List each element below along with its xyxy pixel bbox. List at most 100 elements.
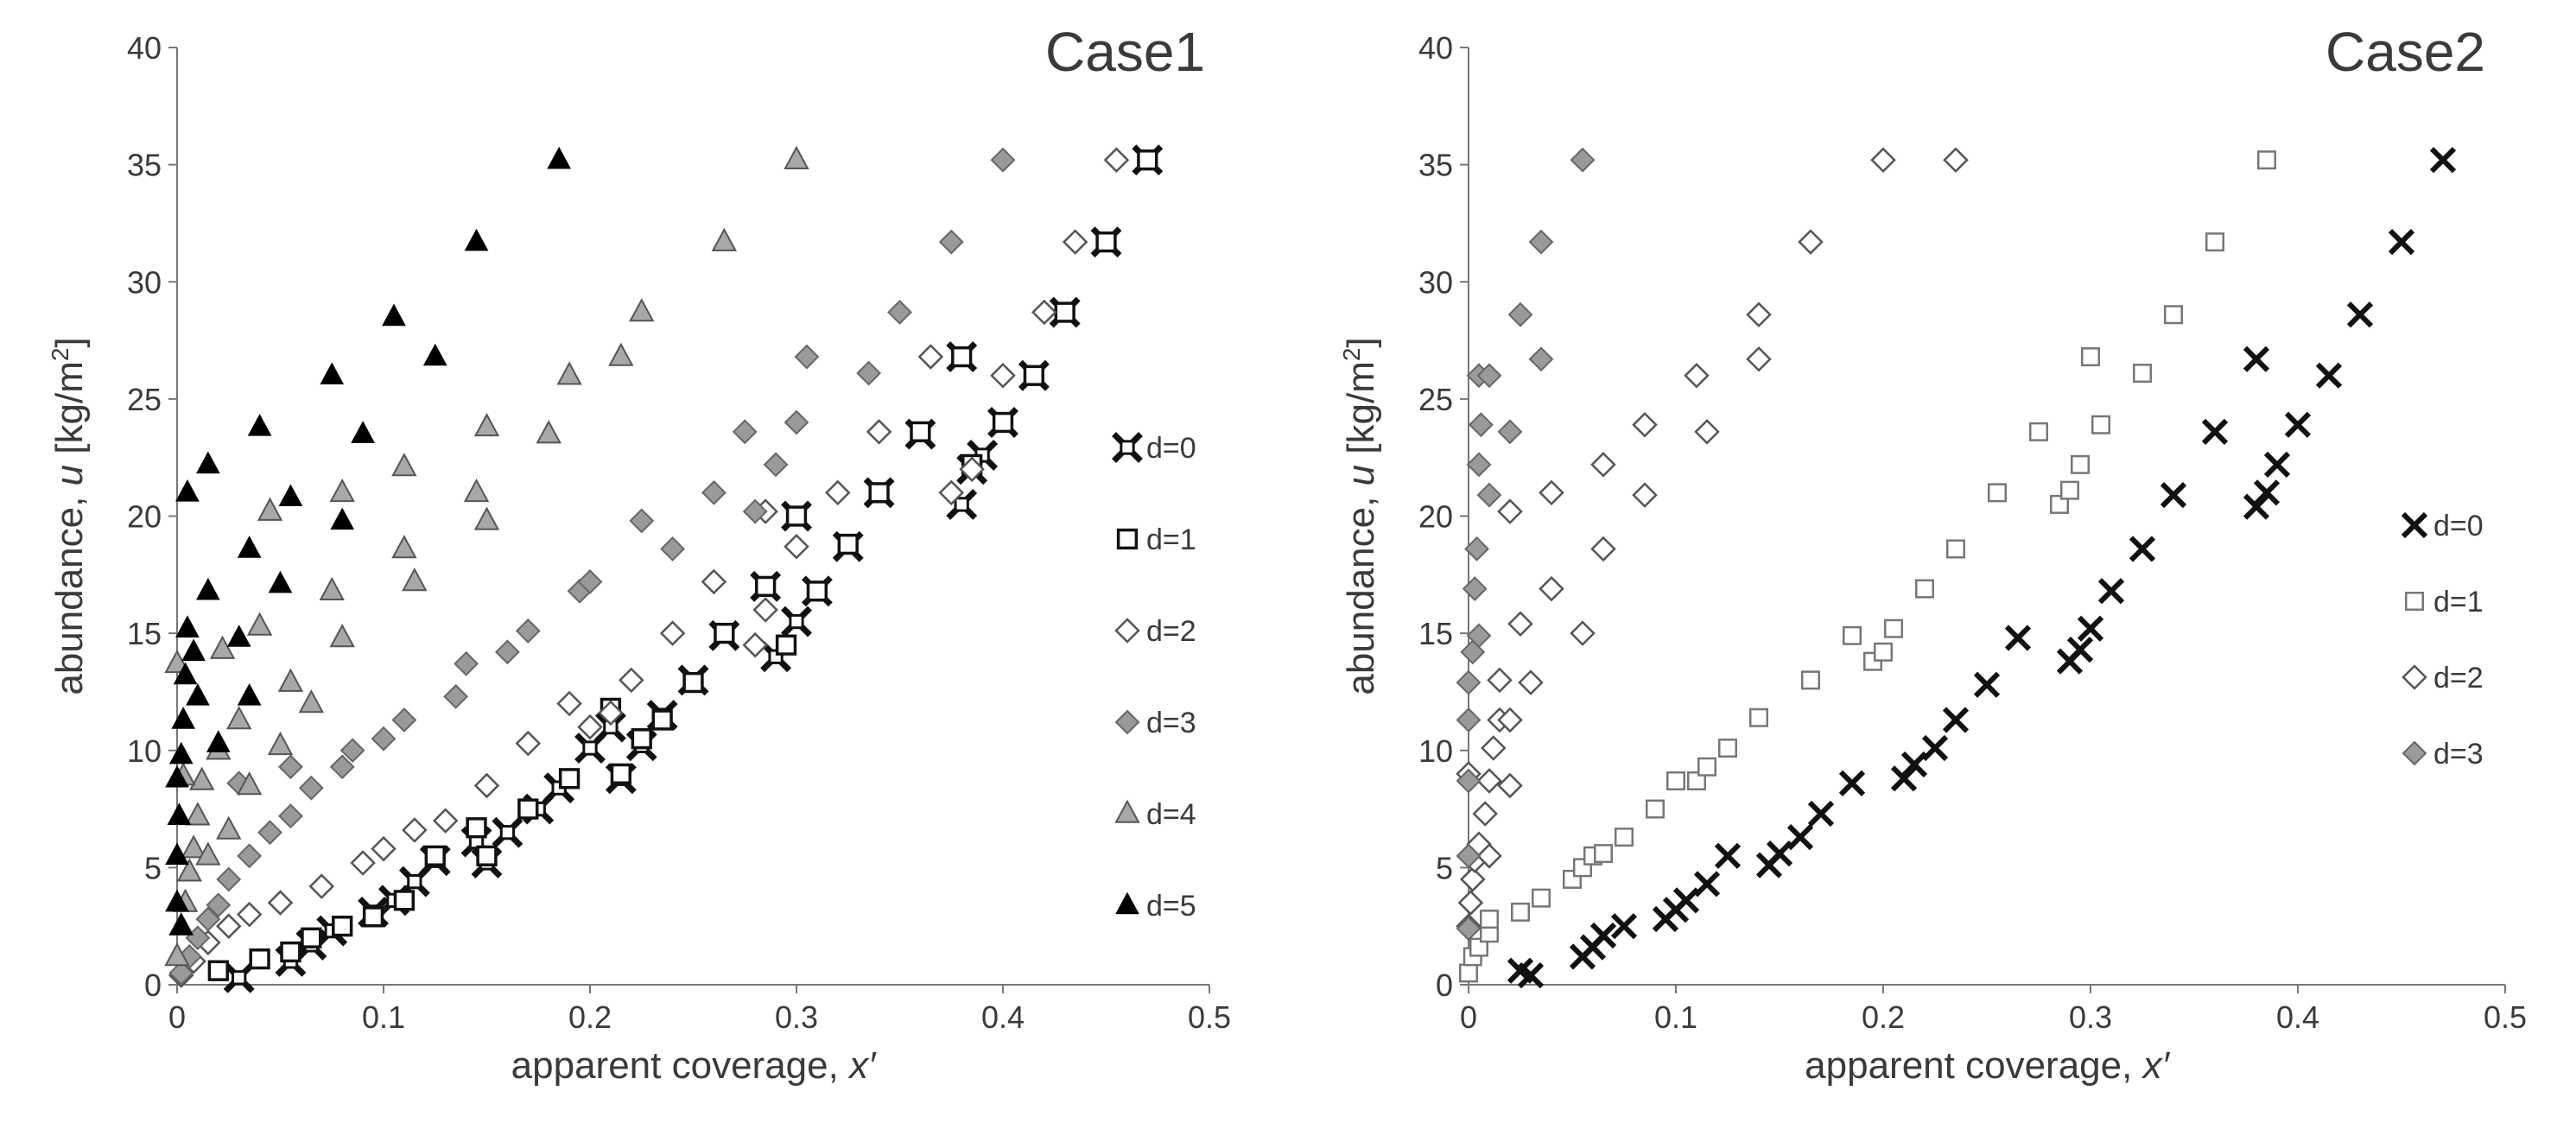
data-point [856,360,882,386]
x-tick-label: 0.5 [2484,999,2527,1035]
data-point [2388,229,2415,256]
data-point [732,419,758,445]
data-point [247,414,272,436]
data-point [1570,147,1596,173]
series-d=1 [1459,150,2276,983]
data-point [2243,346,2270,372]
data-point-box [499,825,516,840]
data-point [1786,823,1814,851]
data-point [714,622,735,644]
data-point [398,866,430,897]
data-point [165,764,189,788]
data-point [775,634,797,656]
x-axis-label: apparent coverage, x′ [511,1044,877,1087]
data-point [207,960,229,981]
data-point [806,580,828,602]
data-point [866,419,892,445]
data-point [1615,828,1634,847]
data-point [329,478,355,503]
data-point [1807,800,1835,828]
data-point [2004,625,2032,651]
data-point [473,772,500,799]
data-point [168,961,194,986]
data-point [938,229,964,255]
y-tick-label: 0 [144,967,162,1003]
data-point [990,147,1016,173]
x-tick-label: 0.5 [1188,999,1231,1035]
data-point [2160,481,2187,509]
y-tick-label: 40 [127,30,162,66]
data-point [577,569,603,594]
data-point [216,815,242,840]
data-point [594,711,626,743]
chart-title: Case1 [1045,21,1205,83]
data-point [1714,842,1742,869]
legend-marker [1112,432,1143,463]
data-point [1946,539,1965,559]
series-d=0 [1507,147,2457,989]
data-point [165,889,189,912]
data-point [223,961,255,993]
data-point [329,754,355,780]
data-point [2066,636,2094,663]
series-d=1 [207,149,1158,981]
y-axis-label-close: ] [1340,337,1382,347]
data-point [1801,670,1820,690]
data-point [784,145,809,169]
data-point [556,690,582,717]
data-point [1031,299,1057,326]
data-point [1884,618,1903,638]
y-tick-label: 35 [127,148,162,183]
data-point [476,845,498,866]
data-point [1798,229,1824,255]
data-point [1456,843,1482,869]
data-point [267,731,294,756]
data-point [329,624,355,648]
data-point [391,535,417,559]
x-axis-label: apparent coverage, x′ [1805,1044,2170,1087]
y-tick-label: 5 [1436,850,1453,885]
data-point [1666,771,1685,791]
data-point [1570,620,1596,646]
data-point [1942,707,1970,733]
legend-marker [1114,709,1140,735]
data-point [173,662,198,685]
data-point [2201,418,2229,445]
data-point [2129,536,2156,562]
data-point [1466,452,1492,478]
data-point [432,808,459,834]
legend-marker [1115,891,1139,915]
data-point [1459,963,1478,983]
data-point [2050,494,2069,514]
data-point [226,625,251,647]
data-point [1137,149,1158,171]
data-point [517,798,539,820]
data-point [1528,346,1554,372]
x-tick-label: 0.2 [568,999,612,1035]
data-point [2077,615,2104,642]
legend-marker [2405,592,2424,611]
series-d=4 [164,145,809,967]
data-point [1456,916,1482,942]
data-point [186,683,210,706]
x-tick-label: 0.4 [2276,999,2319,1035]
data-point-box [789,613,804,630]
x-axis-label-text: apparent coverage, [1805,1044,2142,1087]
x-tick-label: 0.1 [1654,999,1697,1035]
data-point [1054,301,1075,323]
data-point [1481,735,1507,761]
legend-marker [2402,740,2427,766]
data-point [277,668,304,692]
case1-chart: 0 5 10 15 20 25 30 35 40 0 0.1 0.2 0.3 0.4 0.5 Case1 app… [47,21,1231,1087]
data-point [257,497,283,521]
data-point [701,479,726,505]
y-tick-label: 30 [1418,264,1453,300]
data-point [547,146,571,169]
data-point [781,606,812,637]
legend-marker [2401,511,2428,539]
data-point [1590,452,1616,478]
data-point [1517,962,1545,989]
data-point [577,714,603,740]
data-point [195,841,221,866]
